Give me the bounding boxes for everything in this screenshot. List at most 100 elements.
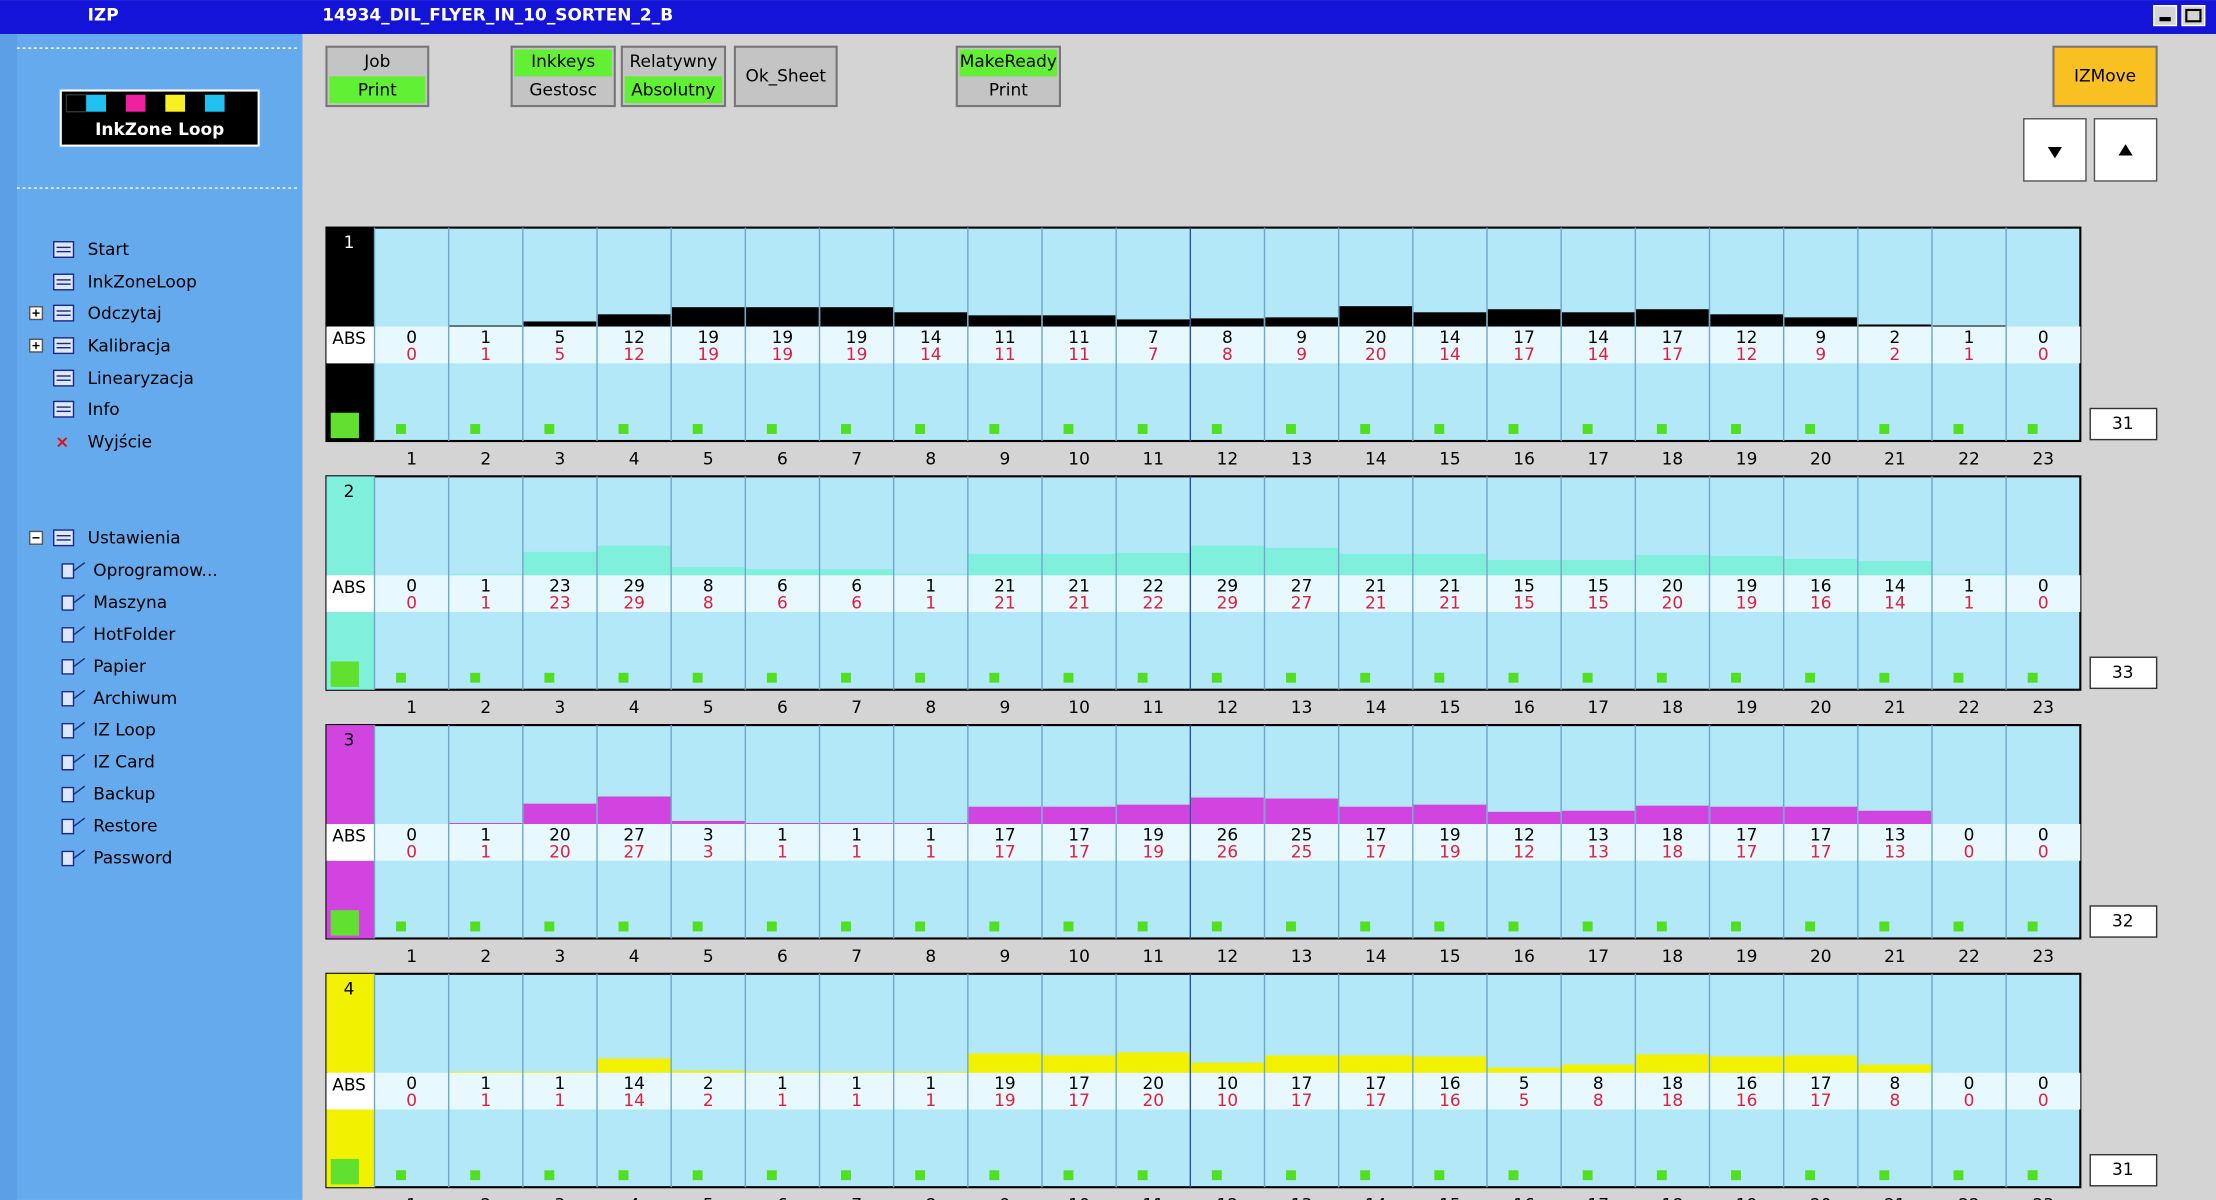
menu-item[interactable]: Archiwum bbox=[93, 688, 177, 708]
set-value: 1 bbox=[925, 1073, 936, 1093]
button-label[interactable]: Print bbox=[358, 80, 397, 100]
menu-item[interactable]: Start bbox=[88, 239, 130, 259]
ink-bar bbox=[820, 569, 893, 576]
zone-number: 5 bbox=[703, 1195, 714, 1200]
ink-bar bbox=[597, 1058, 671, 1073]
button-half bbox=[959, 49, 1058, 77]
set-value: 27 bbox=[623, 824, 645, 844]
minimize-button[interactable] bbox=[2153, 5, 2178, 27]
button[interactable] bbox=[2052, 45, 2158, 108]
actual-value: 6 bbox=[851, 593, 862, 613]
ink-bar bbox=[523, 803, 597, 825]
ink-bar bbox=[968, 553, 1042, 576]
button-label[interactable]: Gestosc bbox=[529, 80, 597, 100]
ink-bar bbox=[894, 822, 968, 825]
logo-text: InkZone Loop bbox=[95, 119, 224, 139]
ink-bar bbox=[671, 307, 745, 327]
set-value: 21 bbox=[1365, 576, 1387, 596]
set-value: 21 bbox=[1439, 576, 1461, 596]
actual-value: 20 bbox=[549, 841, 571, 861]
zone-number: 5 bbox=[703, 697, 714, 717]
button-half bbox=[514, 76, 612, 104]
button-label[interactable]: IZMove bbox=[2074, 65, 2136, 85]
zone-indicator bbox=[1879, 424, 1890, 434]
ink-bar bbox=[449, 822, 523, 825]
menu-item[interactable]: IZ Loop bbox=[93, 720, 156, 740]
actual-value: 16 bbox=[1810, 593, 1832, 613]
menu-item[interactable]: Papier bbox=[93, 656, 146, 676]
panel-label: 3 bbox=[344, 730, 355, 750]
zone-number: 20 bbox=[1810, 697, 1832, 717]
button-label[interactable]: Relatywny bbox=[630, 51, 718, 71]
menu-item[interactable]: Password bbox=[93, 847, 172, 867]
actual-value: 5 bbox=[1519, 1090, 1530, 1110]
mode-label: ABS bbox=[332, 577, 366, 597]
button-label[interactable]: Inkkeys bbox=[531, 51, 595, 71]
zone-number: 21 bbox=[1884, 448, 1906, 468]
zone-indicator bbox=[766, 672, 777, 683]
button-label[interactable]: Ok_Sheet bbox=[745, 65, 826, 86]
menu-item[interactable]: Info bbox=[88, 399, 120, 419]
app-name: IZP bbox=[88, 5, 119, 25]
menu-icon bbox=[52, 304, 75, 322]
menu-item[interactable]: InkZoneLoop bbox=[88, 272, 197, 292]
button-label[interactable]: MakeReady bbox=[960, 51, 1057, 71]
zone-indicator bbox=[1805, 1170, 1816, 1181]
ink-bar bbox=[597, 314, 671, 327]
menu-item[interactable]: Linearyzacja bbox=[88, 368, 194, 388]
menu-item[interactable]: Restore bbox=[93, 816, 157, 836]
ink-bar bbox=[968, 806, 1042, 825]
set-value: 17 bbox=[1736, 824, 1758, 844]
zone-number: 3 bbox=[555, 946, 566, 966]
zone-number: 10 bbox=[1068, 448, 1090, 468]
button-label[interactable]: Print bbox=[989, 80, 1028, 100]
settings-icon bbox=[61, 593, 86, 611]
set-value: 0 bbox=[2038, 824, 2049, 844]
zone-indicator bbox=[692, 1170, 703, 1181]
ink-bar bbox=[1042, 1055, 1116, 1073]
actual-value: 11 bbox=[1068, 344, 1090, 364]
zone-indicator bbox=[396, 1170, 406, 1181]
zone-number: 15 bbox=[1439, 448, 1461, 468]
zone-number: 9 bbox=[1000, 697, 1011, 717]
button[interactable] bbox=[733, 45, 838, 108]
menu-item[interactable]: Odczytaj bbox=[88, 303, 162, 323]
menu-item[interactable]: Oprogramow... bbox=[93, 560, 217, 580]
zone-indicator bbox=[1805, 672, 1816, 683]
actual-value: 1 bbox=[925, 1090, 936, 1110]
zone-indicator bbox=[1508, 921, 1519, 932]
set-value: 1 bbox=[1964, 576, 1975, 596]
actual-value: 17 bbox=[1365, 1090, 1387, 1110]
button-label[interactable]: Job bbox=[363, 51, 390, 71]
menu-item[interactable]: Kalibracja bbox=[88, 335, 171, 355]
zone-indicator bbox=[1434, 1170, 1445, 1181]
ink-bar bbox=[820, 307, 893, 327]
zone-number: 9 bbox=[1000, 448, 1011, 468]
zone-indicator bbox=[915, 424, 926, 434]
menu-item[interactable]: Wyjście bbox=[88, 431, 152, 451]
actual-value: 1 bbox=[925, 593, 936, 613]
set-value: 26 bbox=[1217, 824, 1239, 844]
set-value: 16 bbox=[1736, 1073, 1758, 1093]
actual-value: 27 bbox=[623, 841, 645, 861]
actual-value: 0 bbox=[2038, 344, 2049, 364]
set-value: 8 bbox=[703, 576, 714, 596]
menu-item[interactable]: Maszyna bbox=[93, 592, 167, 612]
settings-icon bbox=[61, 657, 86, 675]
set-value: 20 bbox=[1662, 576, 1684, 596]
menu-item[interactable]: IZ Card bbox=[93, 752, 155, 772]
zone-indicator bbox=[618, 424, 629, 434]
settings-icon bbox=[61, 753, 86, 771]
set-value: 1 bbox=[925, 576, 936, 596]
actual-value: 15 bbox=[1587, 593, 1609, 613]
set-value: 12 bbox=[1736, 327, 1758, 347]
button-label[interactable]: Absolutny bbox=[631, 80, 715, 100]
menu-item[interactable]: HotFolder bbox=[93, 624, 175, 644]
settings-icon bbox=[61, 817, 86, 835]
menu-item[interactable]: Ustawienia bbox=[88, 528, 181, 548]
set-value: 5 bbox=[555, 327, 566, 347]
zone-number: 5 bbox=[703, 448, 714, 468]
menu-item[interactable]: Backup bbox=[93, 784, 155, 804]
set-value: 0 bbox=[2038, 327, 2049, 347]
zone-indicator bbox=[544, 921, 555, 932]
